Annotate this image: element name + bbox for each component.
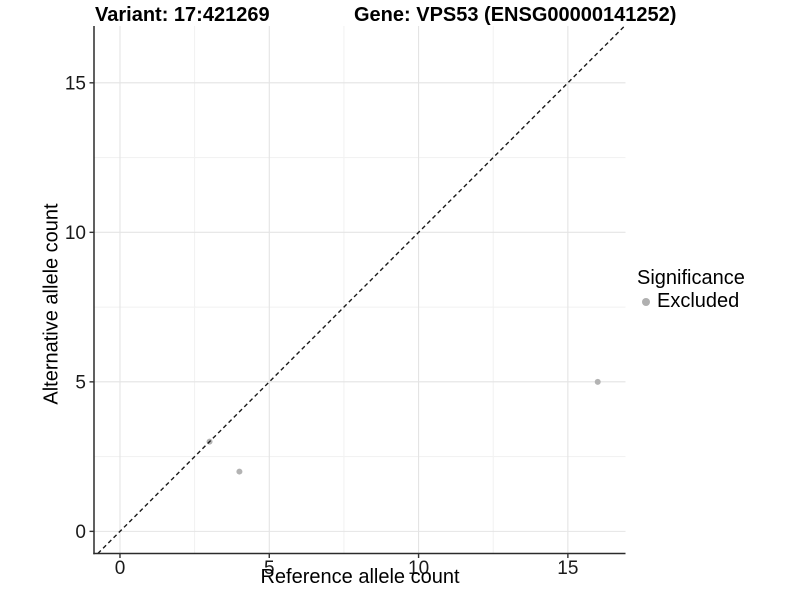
plot-title-gene: Gene: VPS53 (ENSG00000141252) xyxy=(354,4,677,26)
y-tick-label: 10 xyxy=(65,223,86,244)
plot-title-variant: Variant: 17:421269 xyxy=(95,4,270,26)
x-tick-label: 5 xyxy=(264,558,275,579)
x-tick-label: 15 xyxy=(557,558,578,579)
identity-line xyxy=(97,25,626,554)
y-tick-label: 15 xyxy=(65,73,86,94)
y-axis-title: Alternative allele count xyxy=(40,203,63,405)
x-tick-label: 0 xyxy=(115,558,126,579)
x-tick-label: 10 xyxy=(408,558,429,579)
y-tick-label: 5 xyxy=(75,372,86,393)
legend-item-label: Excluded xyxy=(657,290,740,312)
legend-key-dot-icon xyxy=(642,297,650,306)
data-point xyxy=(236,468,243,475)
legend-title: Significance xyxy=(637,267,745,289)
x-axis-title: Reference allele count xyxy=(260,566,460,588)
legend-item-excluded: Excluded xyxy=(642,290,739,313)
data-point xyxy=(594,378,601,385)
y-tick-label: 0 xyxy=(75,522,86,543)
